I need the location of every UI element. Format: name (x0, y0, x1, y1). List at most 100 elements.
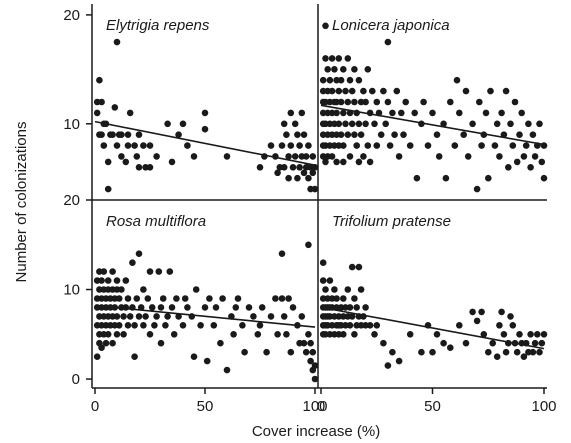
data-point (328, 87, 336, 95)
data-point (287, 142, 295, 149)
data-point (175, 313, 182, 320)
panel-2: Lonicera japonica (319, 17, 548, 193)
data-point (197, 322, 204, 329)
data-point (164, 120, 171, 128)
data-point (153, 313, 160, 320)
data-point (505, 164, 512, 171)
data-point (398, 109, 405, 117)
data-point (258, 304, 266, 311)
data-point (212, 304, 220, 311)
data-point (232, 304, 240, 311)
data-point (294, 131, 301, 138)
data-point (98, 277, 105, 284)
data-point (344, 131, 352, 138)
data-point (179, 322, 187, 329)
data-point (493, 120, 501, 128)
data-point (346, 76, 354, 84)
data-point (440, 120, 447, 128)
data-point (395, 153, 403, 160)
data-point (245, 304, 253, 311)
x-tick-label: 0 (317, 398, 325, 415)
y-axis-label: Number of colonizations (13, 122, 30, 283)
fit-line (320, 104, 545, 146)
data-point (230, 331, 237, 338)
data-point (131, 322, 138, 329)
data-point (469, 120, 476, 128)
data-point (340, 66, 347, 73)
fit-line (94, 120, 316, 166)
data-point (331, 66, 338, 73)
data-point (93, 109, 101, 117)
data-point (451, 142, 459, 149)
data-point (531, 339, 539, 347)
data-point (389, 348, 396, 356)
data-point (157, 304, 165, 311)
data-point (217, 339, 224, 347)
data-point (113, 142, 121, 149)
y-tick-label: 10 (63, 282, 80, 299)
data-point (109, 339, 116, 347)
data-point (144, 295, 152, 302)
data-point (333, 158, 340, 166)
data-point (322, 158, 329, 166)
data-point (201, 109, 209, 117)
data-point (527, 331, 534, 338)
y-tick-label: 20 (63, 192, 80, 209)
data-point (351, 131, 358, 138)
data-point (241, 348, 248, 356)
data-point (291, 153, 299, 160)
data-point (487, 87, 494, 95)
data-point (502, 87, 510, 95)
data-point (298, 313, 306, 320)
data-point (168, 304, 176, 311)
data-point (305, 241, 312, 249)
data-point (384, 362, 392, 369)
data-point (280, 120, 288, 128)
data-point (307, 339, 314, 347)
data-point (402, 98, 410, 106)
data-point (104, 331, 112, 338)
data-point (311, 185, 319, 193)
data-point (335, 87, 343, 95)
data-point (447, 344, 454, 352)
data-point (413, 174, 421, 182)
data-point (142, 313, 149, 320)
data-point (366, 322, 374, 329)
data-point (331, 286, 338, 293)
data-point (302, 348, 310, 356)
y-tick-label: 10 (63, 116, 80, 133)
data-point (140, 322, 147, 329)
data-point (296, 164, 303, 171)
data-point (507, 313, 514, 320)
data-point (175, 131, 182, 138)
data-point (373, 142, 381, 149)
data-point (319, 259, 327, 267)
data-point (126, 313, 134, 320)
panel-title: Lonicera japonica (332, 17, 450, 34)
data-point (498, 109, 505, 117)
data-point (98, 98, 105, 106)
data-point (344, 286, 352, 293)
data-point (538, 158, 546, 166)
data-point (424, 142, 432, 149)
data-point (135, 313, 143, 320)
data-point (340, 109, 347, 117)
data-point (140, 142, 147, 149)
data-point (135, 164, 143, 171)
data-point (133, 153, 141, 160)
data-point (340, 158, 347, 166)
data-point (348, 87, 356, 95)
data-point (531, 153, 539, 160)
data-point (111, 104, 119, 111)
data-point (100, 268, 108, 275)
data-point (309, 169, 317, 177)
data-point (190, 153, 198, 160)
data-point (146, 268, 154, 275)
y-tick-label: 0 (72, 371, 80, 388)
data-point (433, 331, 441, 338)
data-point (179, 120, 187, 128)
data-point (476, 98, 483, 106)
data-point (146, 164, 154, 171)
data-point (190, 353, 198, 361)
